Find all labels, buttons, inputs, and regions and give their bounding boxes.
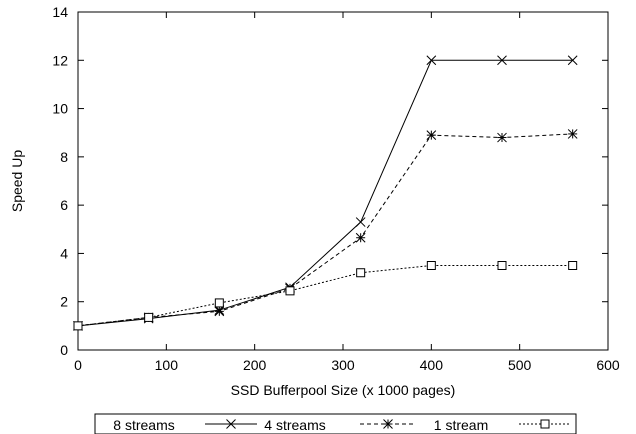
data-point	[285, 286, 295, 296]
legend-label: 1 stream	[434, 417, 488, 433]
data-point	[497, 55, 507, 66]
series-layer	[73, 55, 578, 331]
legend-label: 4 streams	[264, 417, 325, 433]
legend-marker	[226, 419, 236, 429]
data-point	[144, 312, 154, 322]
data-point	[355, 217, 366, 227]
x-tick-label: 400	[420, 357, 444, 373]
data-point	[567, 129, 578, 139]
plot-frame	[77, 11, 609, 351]
y-tick-label: 4	[60, 245, 68, 261]
data-point	[497, 261, 507, 270]
data-point	[355, 232, 366, 243]
y-axis-title: Speed Up	[9, 150, 25, 212]
data-point	[567, 55, 578, 66]
legend-marker	[540, 419, 550, 429]
legend-entry: 8 streams	[113, 417, 257, 433]
x-tick-label: 300	[331, 357, 355, 373]
legend-box	[94, 413, 577, 434]
y-tick-label: 2	[60, 294, 68, 310]
x-tick-label: 500	[508, 357, 532, 373]
x-tick-label: 100	[155, 357, 179, 373]
data-point	[73, 321, 83, 331]
data-point	[568, 261, 578, 270]
x-axis-title: SSD Bufferpool Size (x 1000 pages)	[231, 382, 456, 398]
legend-label: 8 streams	[113, 417, 174, 433]
axis-ticks: 0 100 200 300 400 500 600 0 2 4 6 8 10 12 14	[52, 4, 619, 373]
series-line	[77, 265, 573, 327]
legend-entry: 4 streams	[264, 417, 416, 433]
data-point	[356, 268, 366, 278]
data-point	[426, 55, 437, 66]
series-line	[77, 59, 573, 327]
series-3	[73, 261, 578, 331]
x-tick-label: 200	[243, 357, 267, 373]
data-point	[214, 298, 224, 308]
data-point	[497, 132, 507, 143]
series-1	[73, 55, 578, 331]
legend-marker	[383, 419, 393, 429]
y-tick-label: 0	[60, 342, 68, 358]
x-tick-label: 600	[596, 357, 620, 373]
x-tick-label: 0	[74, 357, 82, 373]
series-2	[73, 129, 578, 331]
series-line	[77, 133, 573, 327]
y-tick-label: 10	[52, 101, 68, 117]
y-tick-label: 8	[60, 149, 68, 165]
data-point	[214, 306, 225, 317]
legend-entry: 1 stream	[434, 417, 571, 433]
y-tick-label: 12	[52, 52, 68, 68]
legend: 8 streams 4 streams 1 stream	[94, 413, 577, 434]
y-tick-label: 14	[52, 4, 68, 20]
y-tick-label: 6	[60, 197, 68, 213]
data-point	[426, 261, 436, 270]
data-point	[426, 130, 437, 140]
